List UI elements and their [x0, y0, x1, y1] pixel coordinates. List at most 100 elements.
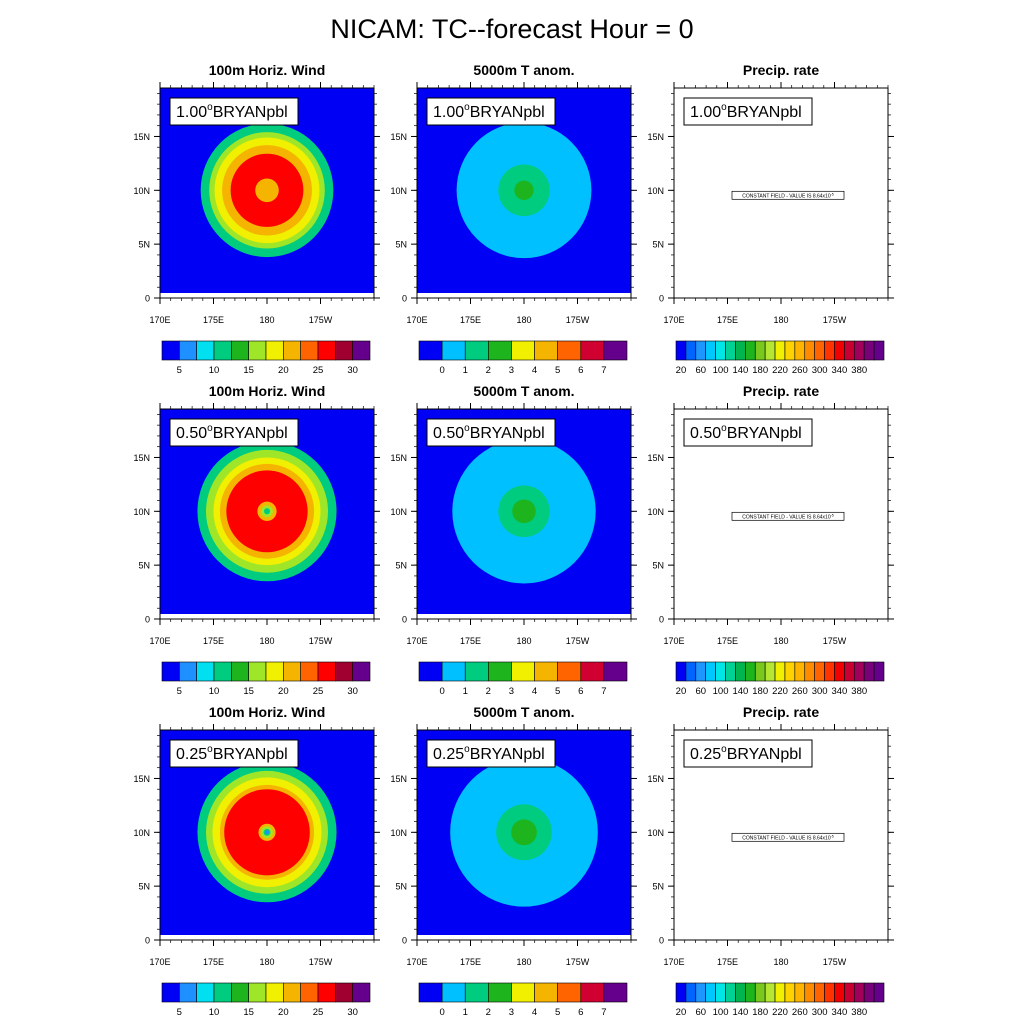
constant-field-note: CONSTANT FIELD - VALUE IS 8.64x10-5: [742, 193, 834, 200]
colorbar-box: [764, 982, 776, 1003]
colorbar-label: 180: [752, 365, 768, 376]
lat-tick-label: 15N: [390, 132, 407, 142]
colorbar-label: 5: [177, 1007, 182, 1018]
colorbar-box: [231, 340, 249, 361]
colorbar-box: [213, 661, 232, 682]
colorbar-label: 30: [347, 365, 358, 376]
colorbar-box: [534, 340, 558, 361]
lat-tick-label: 0: [659, 615, 664, 625]
colorbar-box: [248, 661, 267, 682]
colorbar-label: 15: [243, 1007, 254, 1018]
lat-tick-label: 0: [145, 294, 150, 304]
colorbar-label: 260: [792, 1007, 808, 1018]
lat-tick-label: 0: [659, 936, 664, 946]
colorbar-box: [283, 661, 301, 682]
colorbar-box: [300, 661, 319, 682]
lat-tick-label: 5N: [138, 882, 150, 892]
colorbar-box: [804, 340, 815, 361]
colorbar-box: [685, 982, 697, 1003]
colorbar-label: 30: [347, 686, 358, 697]
colorbar-box: [335, 340, 353, 361]
lon-tick-label: 175E: [203, 636, 224, 646]
colorbar-label: 7: [601, 365, 606, 376]
colorbar-box: [794, 982, 806, 1003]
lat-tick-label: 0: [659, 294, 664, 304]
colorbar-box: [685, 340, 697, 361]
lat-tick-label: 10N: [133, 507, 150, 517]
colorbar-box: [735, 340, 746, 361]
colorbar-box: [196, 340, 215, 361]
contour-ring: [264, 508, 270, 515]
lon-tick-label: 180: [516, 636, 531, 646]
lon-tick-label: 180: [259, 636, 274, 646]
resolution-label: 1.00oBRYANpbl: [690, 102, 802, 121]
colorbar-label: 220: [772, 1007, 788, 1018]
colorbar-label: 0: [439, 1007, 444, 1018]
colorbar-label: 0: [439, 686, 444, 697]
colorbar-label: 7: [601, 1007, 606, 1018]
colorbar-label: 10: [209, 365, 220, 376]
colorbar-label: 380: [851, 1007, 867, 1018]
colorbar-label: 2: [486, 686, 491, 697]
colorbar-box: [844, 661, 855, 682]
contour-fill: [197, 441, 337, 582]
colorbar-box: [317, 661, 336, 682]
constant-field-box: [731, 832, 845, 842]
lon-tick-label: 175E: [460, 636, 481, 646]
lat-tick-label: 5N: [652, 882, 664, 892]
colorbar-label: 380: [851, 686, 867, 697]
colorbar-box: [488, 982, 512, 1003]
resolution-label-box: [683, 739, 813, 768]
lat-tick-label: 15N: [647, 774, 664, 784]
colorbar-box: [464, 982, 489, 1003]
colorbar-box: [675, 661, 687, 682]
resolution-label-box: [683, 97, 813, 126]
colorbar-box: [248, 340, 267, 361]
colorbar-box: [853, 661, 865, 682]
colorbar-box: [814, 661, 825, 682]
colorbar-box: [745, 340, 756, 361]
panel-title: Precip. rate: [743, 704, 819, 720]
colorbar-label: 100: [713, 686, 729, 697]
colorbar-label: 140: [732, 1007, 748, 1018]
colorbar-label: 25: [313, 365, 324, 376]
colorbar-label: 300: [812, 365, 828, 376]
colorbar-box: [283, 982, 301, 1003]
panel-title: 5000m T anom.: [473, 704, 574, 720]
colorbar-box: [774, 340, 786, 361]
panel-precip-3: Precip. rate CONSTANT FIELD - VALUE IS 8.…: [647, 704, 894, 1018]
colorbar-box: [488, 661, 512, 682]
colorbar-label: 100: [713, 1007, 729, 1018]
colorbar-label: 15: [243, 686, 254, 697]
colorbar-box: [464, 661, 489, 682]
colorbar-box: [603, 340, 628, 361]
panel-title: 5000m T anom.: [473, 62, 574, 78]
lat-tick-label: 10N: [390, 828, 407, 838]
panel-wind-2: 100m Horiz. Wind 0 5N 10N 15N 170E 175E 180 175W…: [133, 383, 380, 697]
colorbar-box: [814, 340, 825, 361]
colorbar-box: [784, 982, 796, 1003]
colorbar-label: 20: [278, 686, 289, 697]
lon-tick-label: 170E: [663, 636, 684, 646]
colorbar-label: 340: [831, 365, 847, 376]
colorbar-label: 1: [463, 365, 468, 376]
colorbar-box: [824, 661, 835, 682]
colorbar-box: [764, 340, 776, 361]
lat-tick-label: 10N: [133, 828, 150, 838]
panel-title: Precip. rate: [743, 62, 819, 78]
lat-tick-label: 0: [145, 936, 150, 946]
colorbar-box: [695, 661, 707, 682]
colorbar-box: [511, 661, 535, 682]
lat-tick-label: 5N: [138, 561, 150, 571]
lon-tick-label: 175W: [309, 315, 333, 325]
panel-title: 100m Horiz. Wind: [209, 704, 326, 720]
figure-title: NICAM: TC--forecast Hour = 0: [330, 14, 694, 44]
lat-tick-label: 15N: [133, 132, 150, 142]
colorbar-box: [735, 982, 746, 1003]
missing-strip: [160, 614, 374, 619]
lon-tick-label: 170E: [406, 957, 427, 967]
contour-ring: [265, 830, 269, 835]
colorbar-label: 20: [676, 686, 687, 697]
resolution-label: 1.00oBRYANpbl: [176, 102, 288, 121]
colorbar-label: 60: [695, 1007, 706, 1018]
